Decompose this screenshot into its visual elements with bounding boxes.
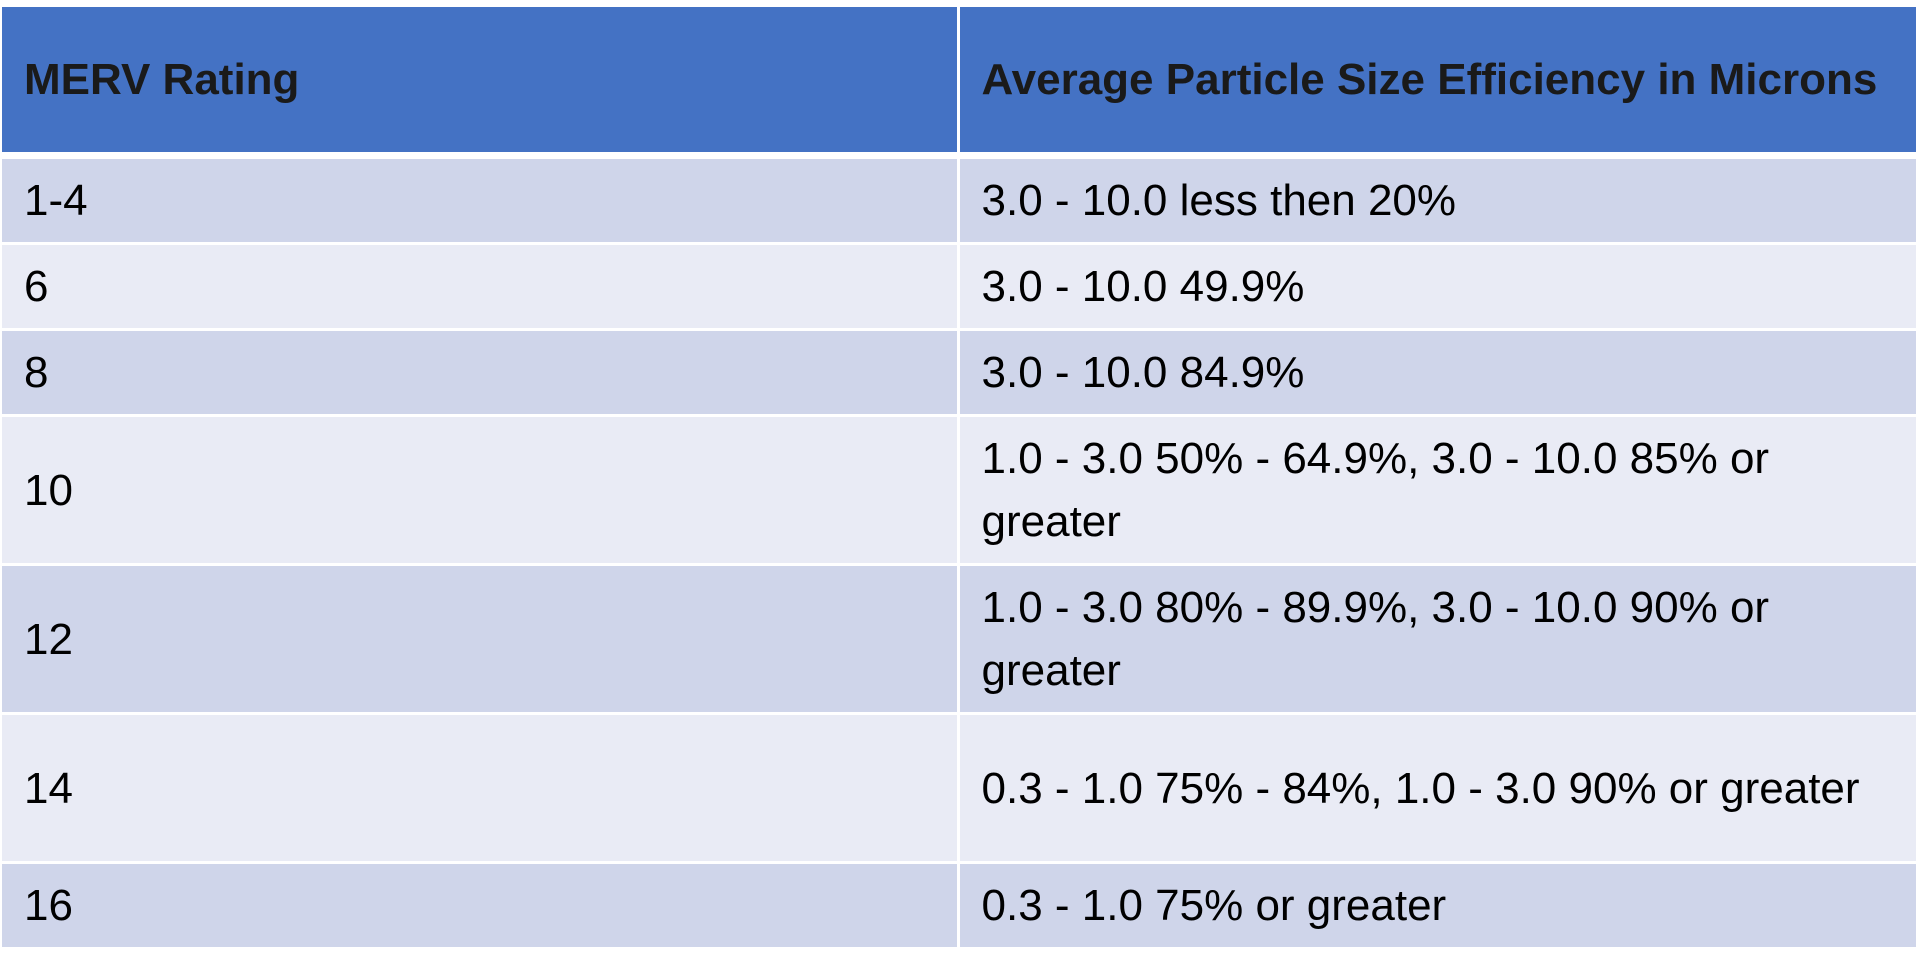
header-particle-size-efficiency: Average Particle Size Efficiency in Micr…	[956, 7, 1916, 159]
merv-rating-cell: 14	[2, 712, 960, 864]
table-row: 14 0.3 - 1.0 75% - 84%, 1.0 - 3.0 90% or…	[2, 712, 1916, 864]
table-row: 12 1.0 - 3.0 80% - 89.9%, 3.0 - 10.0 90%…	[2, 563, 1916, 715]
efficiency-cell: 1.0 - 3.0 50% - 64.9%, 3.0 - 10.0 85% or…	[956, 414, 1916, 566]
merv-table-container: MERV Rating Average Particle Size Effici…	[2, 7, 1916, 947]
merv-rating-table: MERV Rating Average Particle Size Effici…	[2, 7, 1916, 947]
table-row: 16 0.3 - 1.0 75% or greater	[2, 861, 1916, 947]
header-merv-rating: MERV Rating	[2, 7, 960, 159]
table-header-row: MERV Rating Average Particle Size Effici…	[2, 7, 1916, 159]
efficiency-cell: 1.0 - 3.0 80% - 89.9%, 3.0 - 10.0 90% or…	[956, 563, 1916, 715]
merv-rating-cell: 1-4	[2, 154, 960, 245]
efficiency-cell: 0.3 - 1.0 75% - 84%, 1.0 - 3.0 90% or gr…	[956, 712, 1916, 864]
efficiency-cell: 3.0 - 10.0 84.9%	[956, 328, 1916, 417]
table-row: 1-4 3.0 - 10.0 less then 20%	[2, 154, 1916, 245]
merv-rating-cell: 6	[2, 242, 960, 331]
merv-rating-cell: 8	[2, 328, 960, 417]
efficiency-cell: 3.0 - 10.0 49.9%	[956, 242, 1916, 331]
table-row: 6 3.0 - 10.0 49.9%	[2, 242, 1916, 331]
merv-rating-cell: 12	[2, 563, 960, 715]
table-row: 10 1.0 - 3.0 50% - 64.9%, 3.0 - 10.0 85%…	[2, 414, 1916, 566]
efficiency-cell: 0.3 - 1.0 75% or greater	[956, 861, 1916, 947]
table-row: 8 3.0 - 10.0 84.9%	[2, 328, 1916, 417]
merv-rating-cell: 16	[2, 861, 960, 947]
efficiency-cell: 3.0 - 10.0 less then 20%	[956, 154, 1916, 245]
merv-rating-cell: 10	[2, 414, 960, 566]
